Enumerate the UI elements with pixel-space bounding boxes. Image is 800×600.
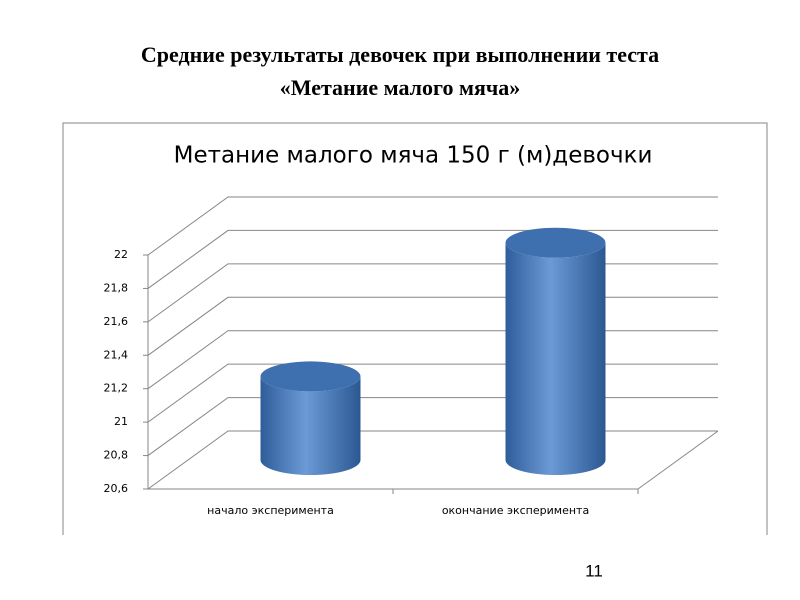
chart-border xyxy=(62,122,768,535)
y-tick-label: 22 xyxy=(114,248,128,261)
grid-line xyxy=(147,296,718,356)
bar-top xyxy=(505,227,606,258)
grid-line xyxy=(147,330,718,390)
y-tick-label: 21,6 xyxy=(104,315,129,328)
y-tick-label: 21,8 xyxy=(104,281,129,294)
y-tick-label: 21,4 xyxy=(104,348,129,361)
grid-line xyxy=(147,196,718,256)
grid-line xyxy=(147,363,718,423)
x-tick-label: окончание эксперимента xyxy=(442,504,589,517)
bar-top xyxy=(260,361,361,392)
bar xyxy=(505,242,606,476)
page-number: 11 xyxy=(585,561,603,580)
grid-line xyxy=(147,229,718,289)
slide-title: «Метание малого мяча» xyxy=(280,75,521,100)
x-tick-label: начало эксперимента xyxy=(207,504,334,517)
y-tick-label: 20,6 xyxy=(104,482,129,495)
slide-title: Средние результаты девочек при выполнени… xyxy=(141,42,659,67)
grid-line xyxy=(147,263,718,323)
y-tick-label: 20,8 xyxy=(104,449,129,462)
chart-title: Метание малого мяча 150 г (м)девочки xyxy=(174,143,653,169)
y-tick-label: 21 xyxy=(114,415,128,428)
grid-line xyxy=(147,430,718,490)
floor-right xyxy=(637,430,719,490)
y-tick-label: 21,2 xyxy=(104,382,129,395)
bar xyxy=(260,376,361,476)
grid-line xyxy=(147,397,718,456)
